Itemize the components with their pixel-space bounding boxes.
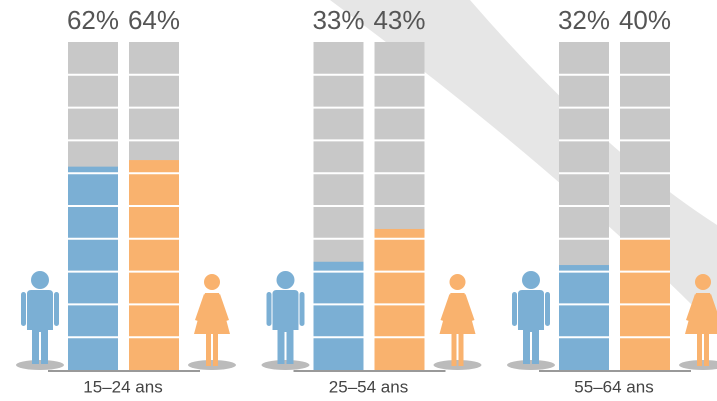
value-label: 33% (312, 5, 364, 35)
shadow (16, 360, 64, 370)
shadow (261, 360, 310, 370)
woman-icon (194, 274, 230, 366)
bar (313, 261, 364, 370)
value-label: 64% (128, 5, 180, 35)
category-label: 25–54 ans (329, 377, 408, 396)
man-icon (21, 271, 59, 364)
bar (374, 228, 425, 370)
value-label: 40% (619, 5, 671, 35)
value-label: 62% (67, 5, 119, 35)
bar (68, 166, 118, 370)
category-label: 55–64 ans (574, 377, 653, 396)
value-label: 32% (558, 5, 610, 35)
category-label: 15–24 ans (83, 377, 162, 396)
man-icon (266, 271, 305, 364)
man-icon (512, 271, 550, 364)
shadow (507, 360, 555, 370)
woman-icon (439, 274, 476, 366)
shadow (188, 360, 236, 370)
bar (129, 160, 179, 370)
value-label: 43% (373, 5, 425, 35)
background-band (330, 0, 717, 330)
bar (559, 265, 609, 370)
shadow (433, 360, 482, 370)
